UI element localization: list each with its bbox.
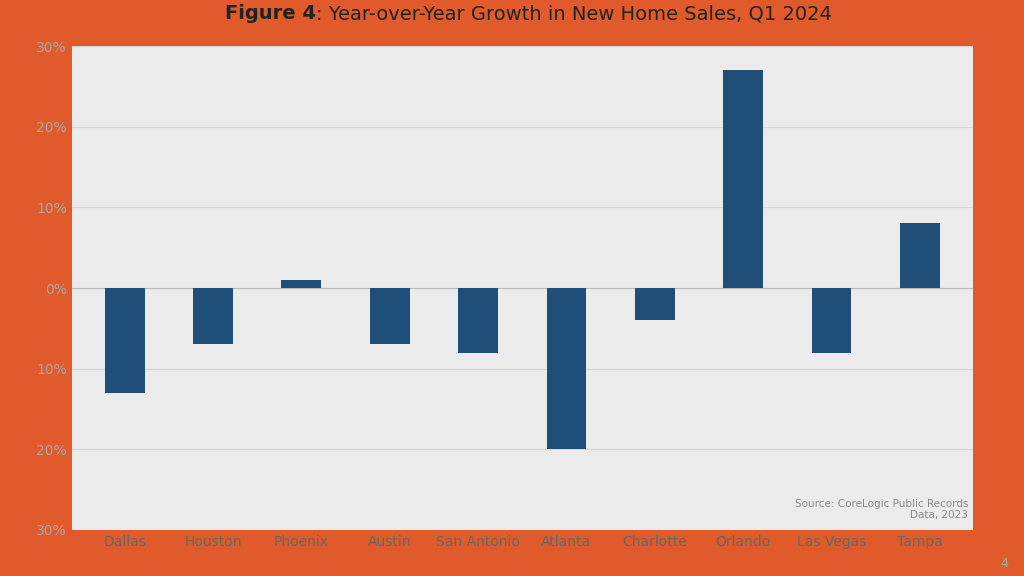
Text: 4: 4 bbox=[1000, 557, 1009, 570]
Bar bbox=[282, 280, 322, 288]
Bar bbox=[812, 288, 851, 353]
Text: Figure 4: Figure 4 bbox=[225, 4, 316, 23]
Bar bbox=[370, 288, 410, 344]
Text: : Year-over-Year Growth in New Home Sales, Q1 2024: : Year-over-Year Growth in New Home Sale… bbox=[316, 4, 831, 23]
Bar bbox=[723, 70, 763, 288]
Bar bbox=[547, 288, 587, 449]
Bar bbox=[900, 223, 940, 288]
Bar bbox=[458, 288, 498, 353]
Bar bbox=[104, 288, 144, 393]
Bar bbox=[194, 288, 232, 344]
Text: Source: CoreLogic Public Records
Data, 2023: Source: CoreLogic Public Records Data, 2… bbox=[795, 499, 969, 520]
Bar bbox=[635, 288, 675, 320]
